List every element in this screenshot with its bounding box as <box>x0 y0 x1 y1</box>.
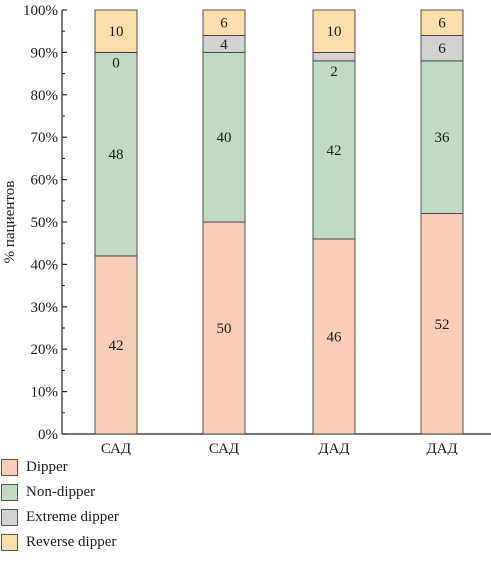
data-label: 10 <box>327 24 342 40</box>
data-label: 48 <box>109 147 124 163</box>
bar-segment-reverse-dipper <box>202 9 246 36</box>
data-label: 6 <box>220 16 228 32</box>
y-tick-label: 60% <box>31 173 59 189</box>
y-tick-label: 50% <box>31 215 59 231</box>
data-label: 40 <box>217 130 232 146</box>
data-label: 52 <box>435 317 450 333</box>
legend-swatch <box>1 533 18 551</box>
y-tick-label: 90% <box>31 45 59 61</box>
bar-stack: 52 36 6 6 <box>420 9 464 435</box>
data-label: 0 <box>112 55 120 71</box>
y-tick-label: 100% <box>23 3 58 19</box>
bar-segment-reverse-dipper <box>420 9 464 36</box>
data-label: 2 <box>330 64 338 80</box>
data-label: 10 <box>109 24 124 40</box>
y-axis-title: % пациентов <box>2 181 18 264</box>
data-label: 4 <box>220 37 228 53</box>
x-axis-labels: САДисходноСАДчерез 12 мес.ДАДисходноДАДч… <box>101 441 458 455</box>
data-label: 50 <box>217 321 232 337</box>
bar-segment-dipper <box>420 213 464 435</box>
bar-segment-reverse-dipper <box>312 9 356 53</box>
x-tick-label: ДАД <box>318 441 349 455</box>
legend-item: Extreme dipper <box>0 505 300 529</box>
data-label: 42 <box>109 338 124 354</box>
bar-segment-non-dipper <box>312 60 356 240</box>
y-tick-label: 70% <box>31 130 59 146</box>
data-label: 36 <box>435 130 451 146</box>
stacked-bar-chart: 0%10%20%30%40%50%60%70%80%90%100% 424801… <box>2 3 491 455</box>
bar-stack: 46 42 2 10 <box>312 9 356 435</box>
bar-segment-dipper <box>202 221 246 435</box>
y-tick-label: 20% <box>31 342 59 358</box>
legend-swatch <box>1 483 18 501</box>
bar-segment-non-dipper <box>420 60 464 214</box>
legend-item: Dipper <box>0 455 300 479</box>
bar-stack: 50 40 4 6 <box>202 9 246 435</box>
y-axis: 0% 10% 20% 30% 40% 50% 60% 70% 80% 90% 100% <box>23 3 491 443</box>
data-label: 46 <box>327 329 343 345</box>
bar-segment-reverse-dipper <box>94 9 138 53</box>
y-tick-label: 10% <box>31 385 59 401</box>
legend-swatch <box>1 508 18 526</box>
bar-segment-dipper <box>94 255 138 435</box>
legend-label: Reverse dipper <box>26 533 117 550</box>
data-label: 6 <box>438 16 446 32</box>
legend-label: Non-dipper <box>26 483 96 500</box>
bar-segment-dipper <box>312 238 356 435</box>
x-tick-label: САД <box>209 441 239 455</box>
y-tick-label: 40% <box>31 257 59 273</box>
legend-label: Dipper <box>26 458 68 475</box>
legend-label: Extreme dipper <box>26 508 119 525</box>
x-tick-label: САД <box>101 441 131 455</box>
y-tick-label: 30% <box>31 300 59 316</box>
legend-item: Non-dipper <box>0 480 300 504</box>
bar-segment-non-dipper <box>94 51 138 257</box>
legend-swatch <box>1 458 18 476</box>
legend: Dipper Non-dipper Extreme dipper Reverse di… <box>0 455 300 551</box>
x-tick-label: ДАД <box>426 441 457 455</box>
data-label: 42 <box>327 143 342 159</box>
y-tick-label: 80% <box>31 88 59 104</box>
bar-segment-non-dipper <box>202 51 246 223</box>
y-tick-label: 0% <box>38 427 58 443</box>
bar-stack: 42 48 0 10 <box>94 9 138 435</box>
bar-segment-extreme-dipper <box>312 51 356 62</box>
data-label: 6 <box>438 41 446 57</box>
bar-segment-extreme-dipper <box>420 34 464 62</box>
legend-item: Reverse dipper <box>0 530 300 554</box>
